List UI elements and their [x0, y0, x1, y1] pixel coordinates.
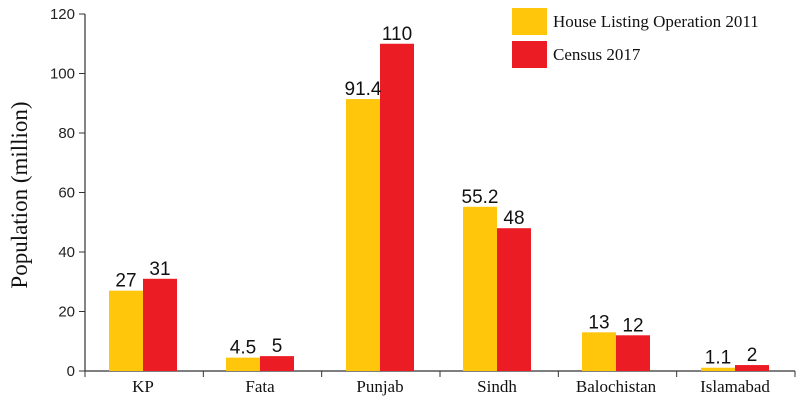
- bar: [701, 367, 735, 371]
- bar: [582, 332, 616, 371]
- y-tick-label: 0: [67, 363, 75, 380]
- bar: [346, 99, 380, 372]
- legend: House Listing Operation 2011 Census 2017: [512, 8, 759, 68]
- category-label: Islamabad: [700, 377, 770, 396]
- category-label: KP: [132, 377, 154, 396]
- bar: [380, 43, 414, 371]
- legend-swatch: [512, 41, 547, 68]
- axes: 0 20 40 60 80 100 120: [50, 6, 796, 380]
- bar: [143, 278, 177, 371]
- legend-swatch: [512, 8, 547, 35]
- bar: [735, 365, 769, 371]
- data-label: 31: [149, 259, 170, 280]
- data-label: 5: [272, 336, 283, 357]
- data-label: 12: [622, 315, 643, 336]
- category-label: Balochistan: [576, 377, 657, 396]
- category-label: Fata: [245, 377, 275, 396]
- data-label: 48: [503, 208, 524, 229]
- data-label: 27: [115, 271, 136, 292]
- bar: [616, 335, 650, 371]
- bar: [109, 290, 143, 371]
- category-label: Sindh: [477, 377, 517, 396]
- data-label: 2: [747, 345, 758, 366]
- bar: [226, 357, 260, 371]
- data-label: 91.4: [345, 79, 382, 100]
- data-label: 110: [382, 24, 412, 45]
- data-label: 55.2: [462, 187, 499, 208]
- y-tick-label: 120: [50, 6, 75, 23]
- legend-label: House Listing Operation 2011: [553, 12, 759, 31]
- data-label: 4.5: [230, 338, 256, 359]
- y-tick-label: 60: [58, 185, 75, 202]
- y-tick-label: 40: [58, 244, 75, 261]
- category-label: Punjab: [356, 377, 403, 396]
- bars: [109, 43, 769, 372]
- labels: KP 27 31 Fata 4.5 5 Punjab 91.4 110 Sindh 55.248 Ba…: [115, 24, 770, 396]
- bar: [497, 228, 531, 371]
- y-tick-label: 80: [58, 125, 75, 142]
- data-label: 1.1: [705, 348, 731, 369]
- data-label: 13: [588, 312, 609, 333]
- y-tick-label: 100: [50, 66, 75, 83]
- bar: [463, 206, 497, 371]
- legend-label: Census 2017: [553, 45, 641, 64]
- y-tick-label: 20: [58, 304, 75, 321]
- y-axis-label: Population (million): [7, 101, 32, 288]
- bar: [260, 356, 294, 371]
